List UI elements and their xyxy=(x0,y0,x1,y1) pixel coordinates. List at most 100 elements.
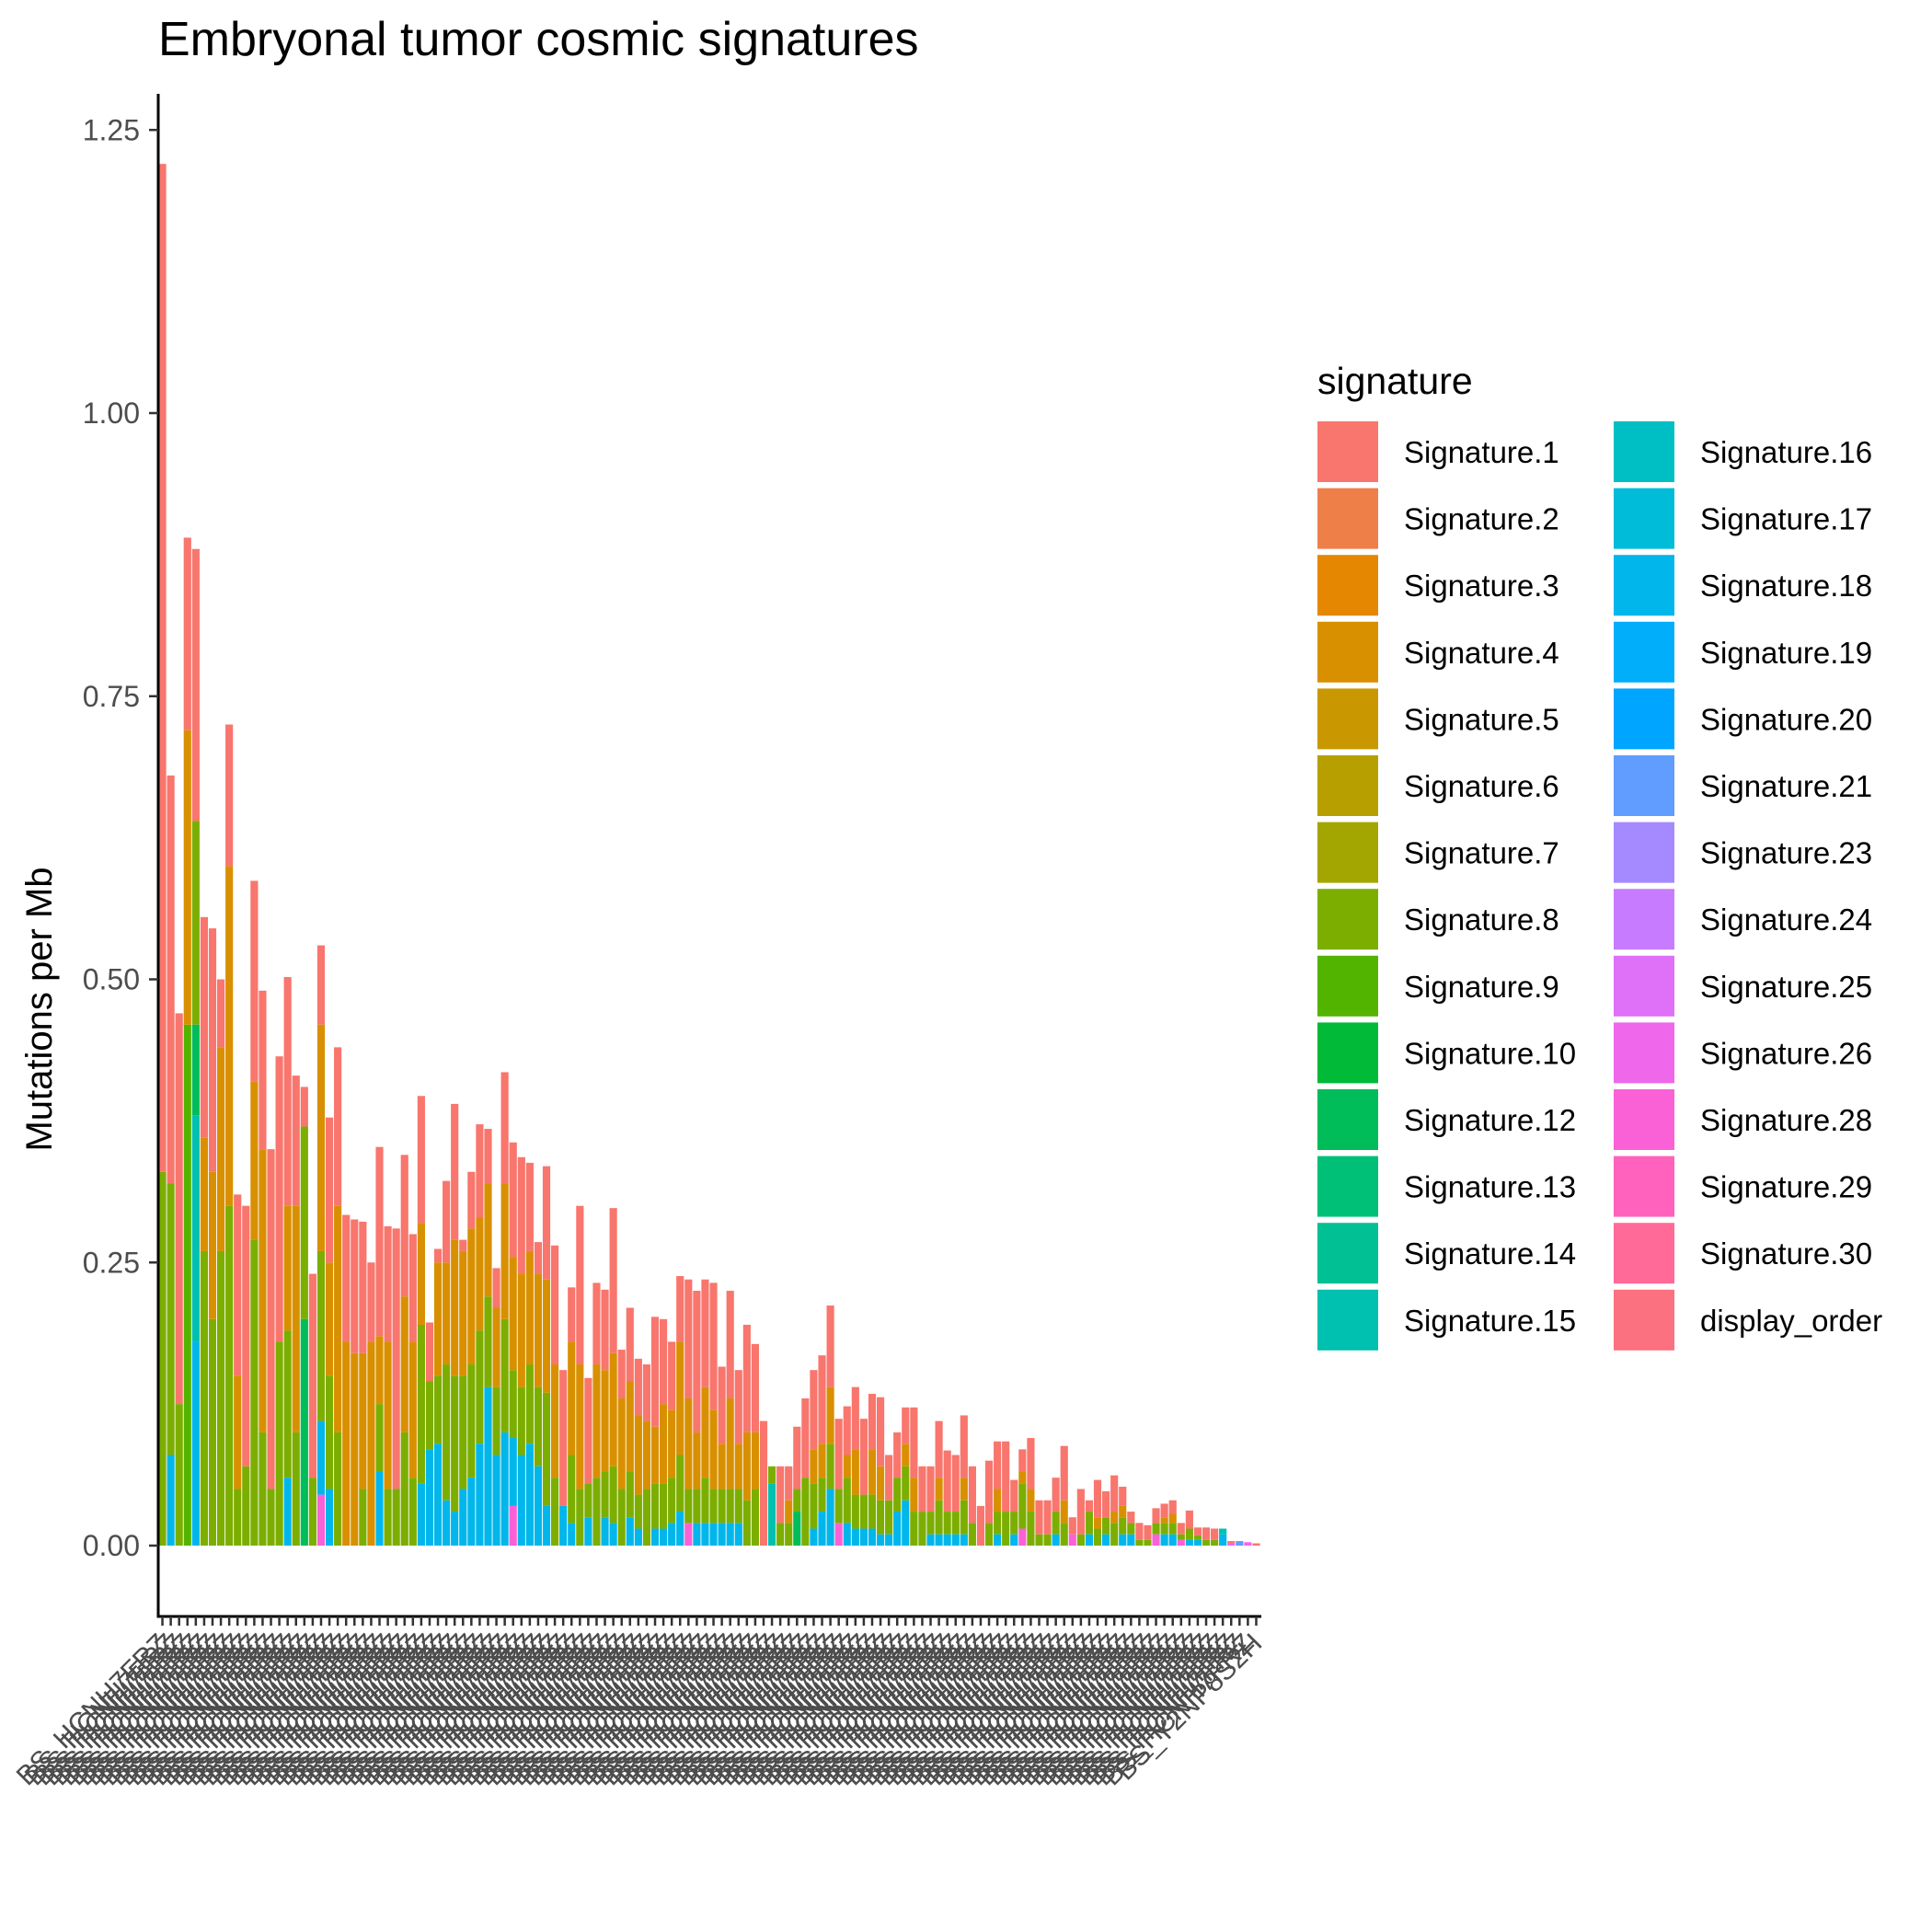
legend-key xyxy=(1614,1089,1674,1150)
bar-segment xyxy=(534,1242,543,1274)
bar-segment xyxy=(525,1364,534,1444)
legend-key xyxy=(1317,1223,1378,1284)
bar-segment xyxy=(375,1404,384,1472)
bar-stack xyxy=(425,1322,434,1546)
bar-segment xyxy=(525,1443,534,1546)
bar-segment xyxy=(984,1460,994,1524)
bar-segment xyxy=(1018,1483,1027,1529)
bar-segment xyxy=(433,1262,443,1376)
bar-segment xyxy=(1160,1517,1168,1524)
legend-label: Signature.15 xyxy=(1404,1304,1576,1338)
bar-stack xyxy=(1185,1510,1193,1546)
bar-segment xyxy=(1052,1534,1060,1546)
bar-stack xyxy=(175,1013,183,1546)
bar-segment xyxy=(601,1471,609,1518)
bar-segment xyxy=(767,1483,776,1546)
bar-segment xyxy=(676,1512,684,1546)
bar-segment xyxy=(1119,1505,1127,1518)
bar-segment xyxy=(693,1523,701,1546)
bar-stack xyxy=(1127,1512,1135,1546)
bar-segment xyxy=(443,1180,451,1263)
bar-segment xyxy=(801,1397,810,1478)
bar-segment xyxy=(1068,1534,1076,1546)
bar-segment xyxy=(234,1489,242,1546)
bar-segment xyxy=(826,1305,834,1387)
bar-stack xyxy=(1210,1528,1219,1546)
bar-stack xyxy=(1193,1527,1202,1546)
bar-segment xyxy=(1035,1500,1043,1535)
bar-stack xyxy=(943,1450,951,1546)
bar-segment xyxy=(534,1466,543,1546)
bar-stack xyxy=(191,548,200,1546)
bar-segment xyxy=(951,1512,960,1535)
bar-segment xyxy=(208,1171,217,1319)
bar-segment xyxy=(994,1489,1002,1512)
bar-segment xyxy=(634,1358,642,1416)
legend-item: Signature.15 xyxy=(1317,1289,1576,1351)
bar-segment xyxy=(1177,1539,1185,1546)
bar-segment xyxy=(316,1024,326,1251)
bar-segment xyxy=(634,1415,642,1495)
bar-segment xyxy=(910,1478,918,1512)
bar-stack xyxy=(1060,1445,1068,1546)
legend-label: Signature.30 xyxy=(1700,1236,1872,1271)
bar-stack xyxy=(167,775,175,1546)
bar-stack xyxy=(216,979,225,1546)
bar-segment xyxy=(1027,1512,1035,1546)
bar-stack xyxy=(1227,1541,1236,1546)
bar-segment xyxy=(617,1350,626,1398)
bar-segment xyxy=(693,1489,701,1524)
legend-key xyxy=(1317,421,1378,482)
bar-segment xyxy=(509,1370,517,1439)
legend-label: Signature.12 xyxy=(1404,1103,1576,1137)
bar-segment xyxy=(943,1512,951,1535)
bar-segment xyxy=(283,1478,292,1546)
bar-segment xyxy=(592,1478,601,1546)
bar-segment xyxy=(843,1478,851,1524)
bar-segment xyxy=(951,1534,960,1546)
legend-key xyxy=(1614,1022,1674,1084)
bar-stack xyxy=(1219,1528,1227,1546)
bar-segment xyxy=(601,1517,609,1546)
bar-segment xyxy=(1093,1479,1102,1518)
legend-key xyxy=(1317,1289,1378,1351)
bar-segment xyxy=(451,1239,459,1376)
bar-segment xyxy=(359,1489,367,1546)
legend-label: Signature.26 xyxy=(1700,1036,1872,1070)
legend: signature Signature.1 Signature.2 Signatur… xyxy=(1317,360,1882,1351)
bar-segment xyxy=(650,1483,660,1529)
bar-stack xyxy=(976,1505,985,1546)
bar-stack xyxy=(443,1180,451,1546)
bar-segment xyxy=(818,1478,826,1512)
legend-label: Signature.3 xyxy=(1404,569,1559,603)
bar-segment xyxy=(467,1364,476,1478)
bar-stack xyxy=(1110,1475,1119,1546)
bar-segment xyxy=(876,1397,885,1466)
bar-stack xyxy=(208,928,217,1546)
bar-segment xyxy=(709,1409,718,1489)
legend-item: Signature.9 xyxy=(1317,955,1559,1017)
bar-segment xyxy=(868,1394,877,1450)
bar-segment xyxy=(626,1381,634,1472)
bar-segment xyxy=(167,1183,175,1455)
bar-segment xyxy=(793,1512,801,1546)
bar-segment xyxy=(726,1523,734,1546)
bar-segment xyxy=(216,1047,225,1251)
legend-key xyxy=(1614,1223,1674,1284)
bar-segment xyxy=(500,1183,509,1319)
bar-segment xyxy=(509,1505,517,1546)
bar-segment xyxy=(525,1250,534,1365)
bar-segment xyxy=(417,1096,425,1224)
bar-segment xyxy=(1227,1541,1236,1544)
bar-stack xyxy=(1018,1449,1027,1546)
bar-segment xyxy=(785,1466,793,1501)
bar-segment xyxy=(1085,1512,1094,1535)
bar-segment xyxy=(918,1466,926,1512)
x-axis: BS_HCNH7FRZBS_HCNH7FRZBS_HCNH7FRZBS_HCNH… xyxy=(11,1615,1268,1791)
bar-segment xyxy=(584,1517,592,1546)
bar-segment xyxy=(1193,1535,1202,1540)
bar-segment xyxy=(1127,1523,1135,1535)
bar-segment xyxy=(642,1489,651,1546)
bar-stack xyxy=(793,1426,801,1546)
bar-segment xyxy=(1135,1539,1144,1546)
